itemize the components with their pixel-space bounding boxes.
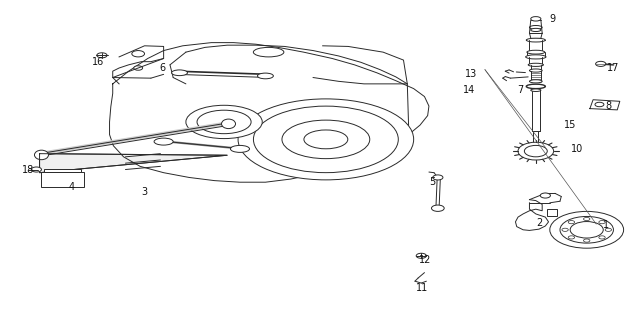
Circle shape	[599, 236, 605, 239]
Ellipse shape	[527, 84, 545, 89]
Ellipse shape	[282, 120, 370, 159]
Text: 14: 14	[463, 85, 475, 95]
Circle shape	[97, 53, 107, 58]
Circle shape	[560, 216, 613, 243]
Circle shape	[132, 51, 144, 57]
Circle shape	[431, 205, 444, 212]
Text: 15: 15	[564, 120, 577, 130]
Text: 5: 5	[429, 177, 435, 187]
Text: 17: 17	[607, 63, 619, 73]
Polygon shape	[590, 100, 620, 110]
Text: 2: 2	[536, 219, 542, 228]
Text: 10: 10	[571, 144, 583, 154]
Circle shape	[433, 175, 443, 180]
Bar	[44, 169, 81, 172]
Text: 4: 4	[68, 182, 74, 192]
Circle shape	[568, 236, 574, 239]
Bar	[547, 210, 557, 216]
Circle shape	[525, 145, 547, 157]
Ellipse shape	[530, 80, 542, 83]
Circle shape	[134, 66, 142, 70]
Text: 9: 9	[550, 14, 556, 24]
Ellipse shape	[530, 26, 542, 29]
Ellipse shape	[35, 150, 49, 160]
Text: 6: 6	[159, 63, 166, 73]
Ellipse shape	[526, 55, 546, 59]
Circle shape	[605, 228, 612, 231]
Ellipse shape	[528, 63, 543, 67]
Ellipse shape	[222, 119, 236, 129]
Ellipse shape	[186, 105, 262, 139]
Circle shape	[540, 193, 550, 198]
Circle shape	[518, 142, 553, 160]
Circle shape	[583, 239, 590, 242]
Text: 3: 3	[141, 187, 148, 197]
Ellipse shape	[197, 110, 251, 134]
Bar	[41, 172, 84, 187]
Text: 8: 8	[606, 101, 612, 111]
Circle shape	[583, 217, 590, 220]
Text: 1: 1	[603, 220, 609, 230]
Ellipse shape	[527, 38, 545, 42]
Text: 16: 16	[92, 57, 104, 67]
Ellipse shape	[304, 130, 348, 149]
Ellipse shape	[531, 17, 541, 21]
Circle shape	[570, 221, 603, 238]
Circle shape	[31, 167, 42, 172]
Text: 11: 11	[416, 284, 429, 293]
Circle shape	[595, 102, 604, 107]
Ellipse shape	[238, 99, 413, 180]
Ellipse shape	[258, 73, 273, 79]
Circle shape	[416, 253, 426, 258]
Circle shape	[568, 220, 574, 224]
Ellipse shape	[531, 89, 541, 92]
Polygon shape	[40, 154, 227, 173]
Ellipse shape	[253, 47, 284, 57]
Text: 12: 12	[419, 255, 431, 265]
Circle shape	[550, 212, 624, 248]
Text: 13: 13	[465, 69, 477, 79]
Ellipse shape	[531, 28, 541, 32]
Text: 7: 7	[517, 85, 523, 95]
Circle shape	[562, 228, 568, 231]
Ellipse shape	[530, 69, 542, 72]
Circle shape	[599, 220, 605, 224]
Ellipse shape	[231, 145, 249, 152]
Ellipse shape	[254, 106, 398, 173]
Ellipse shape	[172, 70, 187, 76]
Ellipse shape	[154, 138, 173, 145]
Text: 18: 18	[22, 164, 34, 174]
Ellipse shape	[527, 50, 544, 54]
Circle shape	[596, 61, 606, 67]
